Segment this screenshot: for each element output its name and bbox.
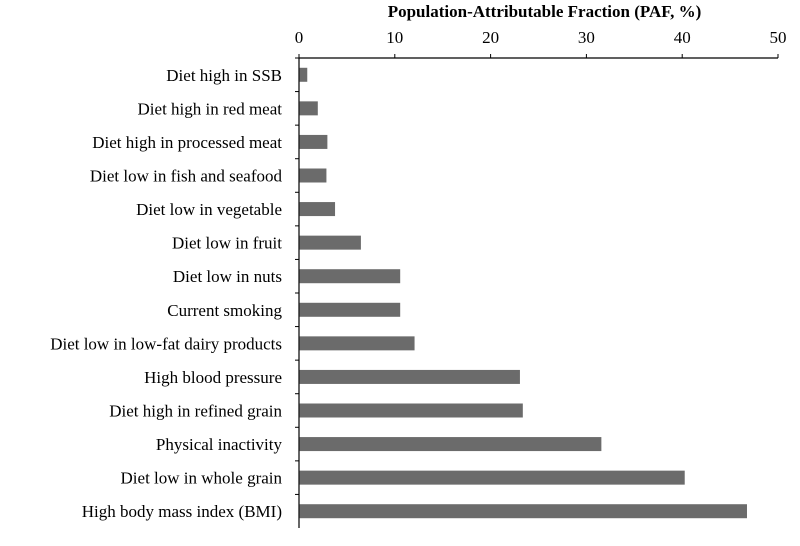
- bar: [299, 134, 328, 149]
- category-label: Diet low in fish and seafood: [90, 167, 283, 186]
- x-axis-title: Population-Attributable Fraction (PAF, %…: [388, 2, 702, 21]
- x-tick-label: 10: [386, 28, 403, 47]
- bar: [299, 269, 401, 284]
- bar: [299, 403, 523, 418]
- bar: [299, 67, 308, 82]
- bar: [299, 235, 361, 250]
- category-label: High body mass index (BMI): [82, 502, 282, 521]
- x-tick-label: 30: [578, 28, 595, 47]
- bar: [299, 336, 415, 351]
- bar: [299, 101, 318, 116]
- category-label: Diet low in whole grain: [121, 469, 283, 488]
- category-label: Diet high in refined grain: [109, 402, 282, 421]
- bar: [299, 504, 747, 519]
- axis-lines: [295, 57, 778, 528]
- x-axis-ticks: 0 10 20 30 40 50: [295, 28, 787, 58]
- bar: [299, 168, 327, 183]
- x-tick-label: 20: [482, 28, 499, 47]
- x-tick-label: 40: [674, 28, 691, 47]
- category-label: Diet low in vegetable: [136, 200, 282, 219]
- category-label: Diet high in processed meat: [92, 133, 282, 152]
- category-label: Diet low in nuts: [173, 267, 282, 286]
- category-labels: Diet high in SSB Diet high in red meat Die…: [50, 66, 282, 521]
- x-tick-label: 50: [770, 28, 787, 47]
- x-tick-label: 0: [295, 28, 304, 47]
- bar: [299, 437, 602, 452]
- bar: [299, 369, 520, 384]
- category-label: Diet low in low-fat dairy products: [50, 334, 282, 353]
- bar: [299, 202, 336, 217]
- category-label: Diet high in SSB: [166, 66, 282, 85]
- bars: [299, 67, 747, 519]
- bar: [299, 302, 401, 317]
- category-label: Physical inactivity: [156, 435, 283, 454]
- bar: [299, 470, 685, 485]
- category-label: Diet low in fruit: [172, 234, 282, 253]
- category-label: Current smoking: [167, 301, 282, 320]
- category-label: Diet high in red meat: [138, 99, 283, 118]
- category-label: High blood pressure: [144, 368, 282, 387]
